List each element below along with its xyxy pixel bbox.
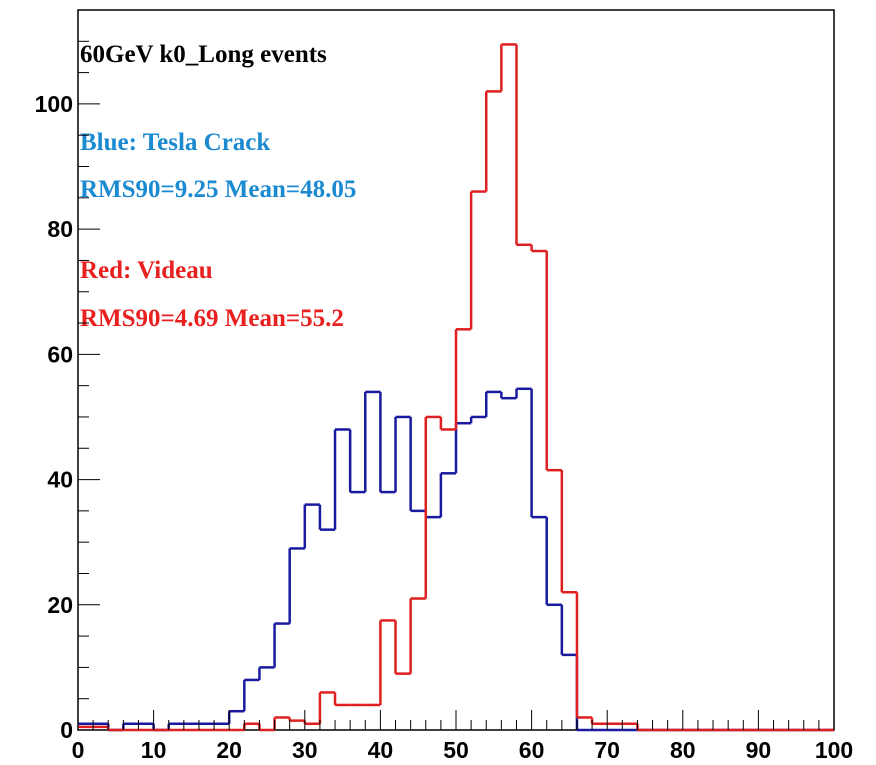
x-tick-label: 0 [72, 737, 85, 763]
y-tick-label: 80 [47, 216, 73, 242]
x-tick-label: 20 [216, 737, 242, 763]
x-tick-label: 70 [594, 737, 620, 763]
x-tick-label: 10 [141, 737, 167, 763]
x-tick-label: 40 [368, 737, 394, 763]
x-tick-label: 90 [746, 737, 772, 763]
x-tick-label: 30 [292, 737, 318, 763]
marks [78, 43, 834, 732]
annotation: RMS90=9.25 Mean=48.05 [80, 176, 356, 203]
y-tick-label: 100 [35, 91, 73, 117]
y-tick-label: 0 [60, 717, 73, 743]
x-tick-label: 80 [670, 737, 696, 763]
y-tick-label: 20 [47, 592, 73, 618]
annotation: RMS90=4.69 Mean=55.2 [80, 305, 344, 332]
y-tick-label: 60 [47, 341, 73, 367]
legend-entry: Blue: Tesla Crack [80, 129, 270, 156]
x-tick-label: 50 [443, 737, 469, 763]
legend-entry: Red: Videau [80, 257, 213, 284]
y-tick-label: 40 [47, 467, 73, 493]
annotation: 60GeV k0_Long events [80, 41, 327, 68]
x-tick-label: 100 [815, 737, 853, 763]
x-tick-label: 60 [519, 737, 545, 763]
